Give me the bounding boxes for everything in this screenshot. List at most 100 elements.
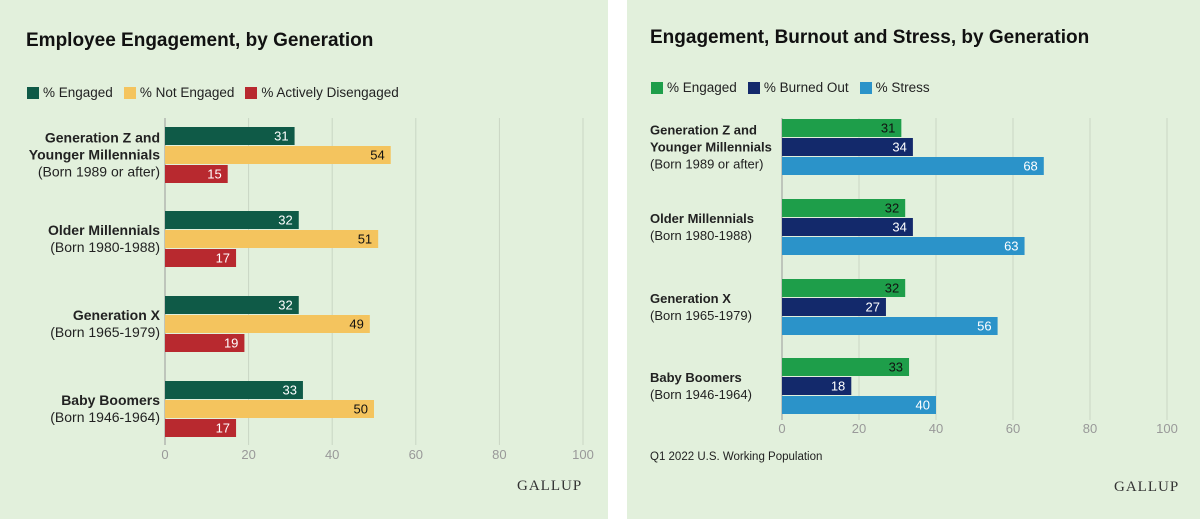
data-label: 49 [349, 317, 363, 332]
category-label: (Born 1980-1988) [650, 228, 752, 243]
bar [782, 358, 910, 376]
category-label: Baby Boomers [61, 392, 160, 408]
data-label: 63 [1004, 239, 1018, 254]
legend-swatch [245, 86, 258, 99]
x-tick-label: 20 [852, 421, 866, 436]
data-label: 27 [865, 300, 879, 315]
bar [782, 218, 913, 236]
data-label: 15 [207, 167, 221, 182]
x-tick-label: 80 [492, 447, 506, 462]
bar [782, 317, 998, 335]
bar [165, 315, 370, 333]
data-label: 32 [278, 213, 292, 228]
legend-item: % Engaged [651, 80, 737, 95]
bar [165, 400, 374, 418]
category-label: (Born 1989 or after) [650, 157, 763, 172]
data-label: 32 [278, 298, 292, 313]
bar [165, 127, 295, 145]
data-label: 19 [224, 336, 238, 351]
data-label: 54 [370, 148, 384, 163]
legend-label: % Engaged [667, 80, 737, 95]
bar [782, 237, 1025, 255]
data-label: 40 [916, 398, 930, 413]
category-label: Younger Millennials [29, 147, 160, 163]
bar [782, 199, 906, 217]
data-label: 34 [892, 140, 906, 155]
category-label: (Born 1946-1964) [50, 409, 160, 425]
x-tick-label: 40 [325, 447, 339, 462]
bar [782, 298, 886, 316]
x-tick-label: 80 [1083, 421, 1097, 436]
bar [782, 119, 902, 137]
chart-title: Engagement, Burnout and Stress, by Gener… [650, 27, 1090, 48]
data-label: 31 [274, 129, 288, 144]
data-label: 34 [892, 220, 906, 235]
category-label: Older Millennials [48, 222, 160, 238]
footnote: Q1 2022 U.S. Working Population [650, 451, 823, 463]
bar [165, 334, 245, 352]
data-label: 32 [885, 201, 899, 216]
legend-label: % Stress [875, 80, 930, 95]
category-label: Older Millennials [650, 211, 754, 226]
x-tick-label: 40 [929, 421, 943, 436]
bar [165, 211, 299, 229]
legend-label: % Engaged [43, 85, 113, 100]
legend-item: % Not Engaged [123, 85, 235, 100]
category-label: Generation Z and [650, 123, 757, 138]
bar [165, 249, 237, 267]
x-tick-label: 60 [1006, 421, 1020, 436]
bar-chart-burnout-stress: 0 20 40 60 80 100 31 32 32 33 34 34 27 18 68 63 56 40 Gene… [650, 118, 1178, 436]
chart-panel-burnout: Engagement, Burnout and Stress, by Gener… [627, 0, 1200, 519]
x-tick-label: 100 [572, 447, 594, 462]
chart-panel-engagement: Employee Engagement, by Generation % Eng… [0, 0, 608, 519]
bar [782, 157, 1044, 175]
gallup-logo: GALLUP [1114, 479, 1180, 495]
bar [165, 419, 237, 437]
data-label: 32 [885, 281, 899, 296]
gallup-logo: GALLUP [517, 478, 583, 494]
legend-swatch [859, 81, 872, 94]
category-label: (Born 1980-1988) [50, 239, 160, 255]
legend-label: % Actively Disengaged [261, 85, 399, 100]
x-tick-label: 60 [409, 447, 423, 462]
data-label: 56 [977, 319, 991, 334]
data-label: 68 [1023, 159, 1037, 174]
legend-swatch [651, 81, 663, 94]
legend-item: % Actively Disengaged [245, 85, 399, 100]
bar [165, 146, 391, 164]
legend-swatch [123, 86, 136, 99]
data-label: 33 [889, 360, 903, 375]
data-label: 31 [881, 121, 895, 136]
category-label: (Born 1946-1964) [650, 387, 752, 402]
bar [782, 138, 913, 156]
legend-swatch [747, 81, 760, 94]
category-label: Generation X [73, 307, 161, 323]
legend-item: % Burned Out [747, 80, 849, 95]
bar [165, 296, 299, 314]
data-label: 51 [358, 232, 372, 247]
x-tick-label: 20 [241, 447, 255, 462]
data-label: 17 [216, 421, 230, 436]
legend-swatch [27, 86, 39, 99]
category-label: Younger Millennials [650, 140, 772, 155]
legend-label: % Not Engaged [139, 85, 235, 100]
legend-label: % Burned Out [763, 80, 849, 95]
category-label: (Born 1965-1979) [50, 324, 160, 340]
bar [782, 396, 936, 414]
category-label: Baby Boomers [650, 370, 742, 385]
x-tick-label: 100 [1156, 421, 1178, 436]
bar [165, 230, 379, 248]
bar [782, 377, 852, 395]
chart-title: Employee Engagement, by Generation [26, 30, 374, 51]
category-label: Generation Z and [45, 130, 160, 146]
category-label: (Born 1989 or after) [38, 164, 160, 180]
bar [165, 165, 228, 183]
legend-item: % Stress [859, 80, 930, 95]
bar [782, 279, 906, 297]
chart-legend: % Engaged % Not Engaged % Actively Disenga… [27, 85, 410, 100]
x-tick-label: 0 [778, 421, 785, 436]
bar-chart-engagement: 0 20 40 60 80 100 31 32 32 33 54 51 49 50 15 17 19 17 Gene… [29, 118, 594, 462]
data-label: 17 [216, 251, 230, 266]
data-label: 50 [354, 402, 368, 417]
bar [165, 381, 303, 399]
